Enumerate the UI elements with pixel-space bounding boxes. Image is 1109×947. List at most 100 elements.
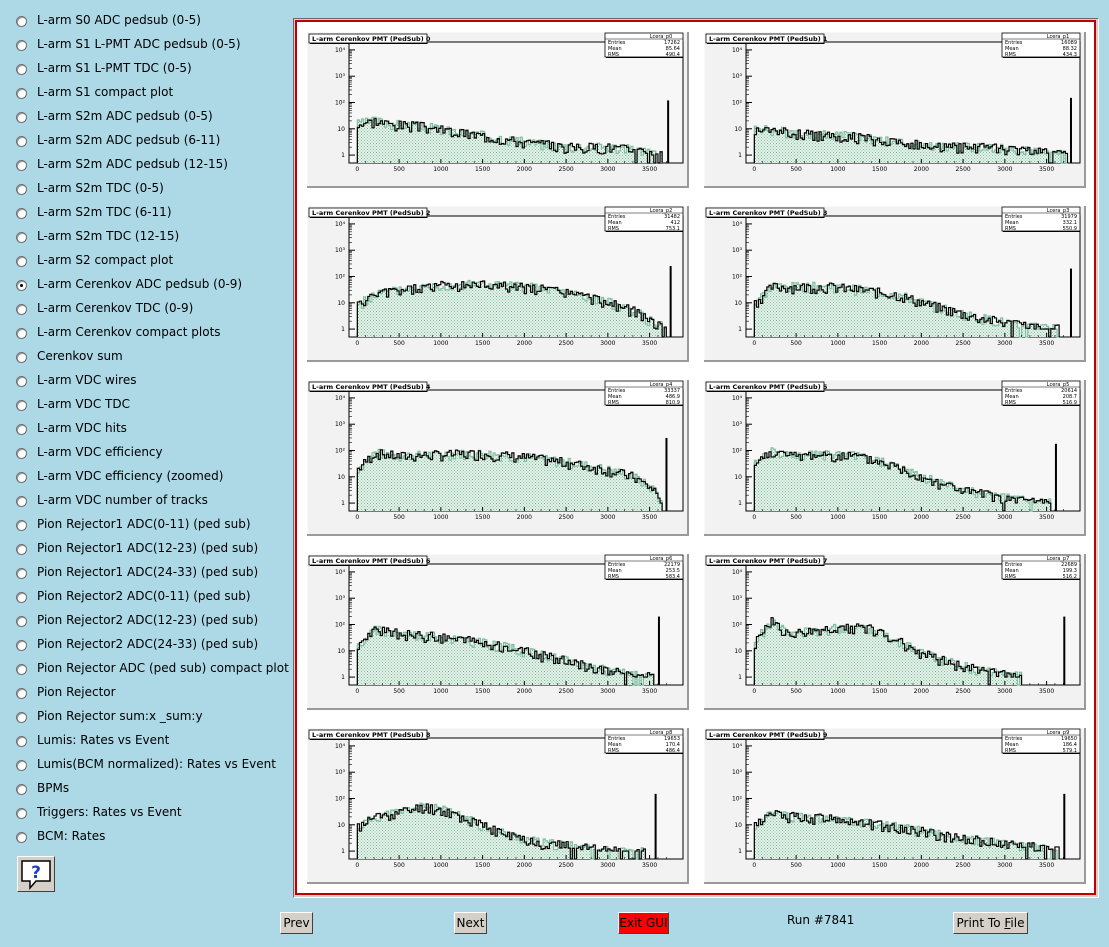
- radio-button[interactable]: [16, 688, 27, 699]
- radio-item[interactable]: Pion Rejector1 ADC(24-33) (ped sub): [0, 563, 292, 587]
- radio-item[interactable]: Pion Rejector1 ADC(0-11) (ped sub): [0, 515, 292, 539]
- radio-button[interactable]: [16, 376, 27, 387]
- histogram-line-reference: [356, 448, 663, 511]
- radio-item[interactable]: L-arm S2m ADC pedsub (6-11): [0, 131, 292, 155]
- radio-item[interactable]: L-arm S1 L-PMT ADC pedsub (0-5): [0, 35, 292, 59]
- radio-item[interactable]: Cerenkov sum: [0, 347, 292, 371]
- y-tick-label: 10⁴: [732, 47, 743, 54]
- x-tick-label: 3000: [997, 514, 1012, 521]
- exit-gui-button[interactable]: Exit GUI: [618, 912, 669, 934]
- histogram-pad: 0 500 1000 1500 2000 2500 3000 3500 1 10 10² 10³ 10⁴…: [306, 31, 689, 188]
- radio-button[interactable]: [16, 112, 27, 123]
- radio-item[interactable]: Pion Rejector2 ADC(12-23) (ped sub): [0, 611, 292, 635]
- radio-item[interactable]: L-arm S2m TDC (0-5): [0, 179, 292, 203]
- radio-item[interactable]: Pion Rejector2 ADC(24-33) (ped sub): [0, 635, 292, 659]
- radio-item[interactable]: BPMs: [0, 779, 292, 803]
- radio-button[interactable]: [16, 40, 27, 51]
- radio-button[interactable]: [16, 640, 27, 651]
- radio-item[interactable]: L-arm S2m TDC (12-15): [0, 227, 292, 251]
- radio-button[interactable]: [16, 712, 27, 723]
- radio-button[interactable]: [16, 424, 27, 435]
- pad-bevel-light: [306, 553, 688, 709]
- radio-item[interactable]: Lumis: Rates vs Event: [0, 731, 292, 755]
- radio-item[interactable]: L-arm VDC hits: [0, 419, 292, 443]
- radio-item[interactable]: L-arm Cerenkov ADC pedsub (0-9): [0, 275, 292, 299]
- radio-item[interactable]: L-arm S1 compact plot: [0, 83, 292, 107]
- radio-button[interactable]: [16, 328, 27, 339]
- radio-item[interactable]: Pion Rejector1 ADC(12-23) (ped sub): [0, 539, 292, 563]
- radio-item[interactable]: L-arm VDC efficiency: [0, 443, 292, 467]
- radio-item[interactable]: L-arm S2m TDC (6-11): [0, 203, 292, 227]
- radio-item[interactable]: Pion Rejector ADC (ped sub) compact plot: [0, 659, 292, 683]
- radio-item[interactable]: L-arm S2 compact plot: [0, 251, 292, 275]
- radio-item[interactable]: Triggers: Rates vs Event: [0, 803, 292, 827]
- radio-button[interactable]: [16, 472, 27, 483]
- radio-button[interactable]: [16, 88, 27, 99]
- radio-item[interactable]: L-arm S0 ADC pedsub (0-5): [0, 11, 292, 35]
- radio-button-selected[interactable]: [16, 280, 27, 291]
- overflow-spike: [1063, 616, 1066, 685]
- radio-button[interactable]: [16, 736, 27, 747]
- x-tick-label: 1500: [475, 340, 490, 347]
- y-tick-label: 10: [734, 126, 742, 133]
- stats-key: Mean: [608, 742, 622, 748]
- help-button[interactable]: ?: [17, 856, 55, 892]
- radio-button[interactable]: [16, 808, 27, 819]
- radio-button[interactable]: [16, 352, 27, 363]
- radio-item[interactable]: L-arm Cerenkov TDC (0-9): [0, 299, 292, 323]
- radio-button[interactable]: [16, 16, 27, 27]
- radio-item[interactable]: L-arm S1 L-PMT TDC (0-5): [0, 59, 292, 83]
- radio-item[interactable]: L-arm VDC wires: [0, 371, 292, 395]
- radio-item[interactable]: L-arm VDC efficiency (zoomed): [0, 467, 292, 491]
- radio-item[interactable]: BCM: Rates: [0, 827, 292, 851]
- radio-item[interactable]: Pion Rejector sum:x _sum:y: [0, 707, 292, 731]
- radio-button[interactable]: [16, 64, 27, 75]
- radio-button[interactable]: [16, 832, 27, 843]
- radio-button[interactable]: [16, 520, 27, 531]
- next-button[interactable]: Next: [454, 912, 487, 934]
- radio-button[interactable]: [16, 232, 27, 243]
- radio-button[interactable]: [16, 784, 27, 795]
- print-to-file-button[interactable]: Print To File: [953, 912, 1028, 934]
- y-tick-label: 10: [734, 474, 742, 481]
- radio-item[interactable]: Lumis(BCM normalized): Rates vs Event: [0, 755, 292, 779]
- radio-item[interactable]: Pion Rejector: [0, 683, 292, 707]
- radio-item[interactable]: L-arm Cerenkov compact plots: [0, 323, 292, 347]
- radio-button[interactable]: [16, 304, 27, 315]
- radio-button[interactable]: [16, 136, 27, 147]
- radio-button[interactable]: [16, 592, 27, 603]
- y-tick-label: 10: [337, 474, 345, 481]
- radio-button[interactable]: [16, 568, 27, 579]
- x-tick-label: 3500: [642, 688, 657, 695]
- radio-button[interactable]: [16, 400, 27, 411]
- radio-button[interactable]: [16, 664, 27, 675]
- stats-value: 579.1: [1063, 748, 1077, 754]
- radio-button[interactable]: [16, 544, 27, 555]
- histogram-canvas[interactable]: 0 500 1000 1500 2000 2500 3000 3500 1 10 10² 10³ 10⁴…: [295, 20, 1096, 895]
- radio-button[interactable]: [16, 184, 27, 195]
- radio-label: L-arm S2 compact plot: [37, 253, 174, 267]
- print-label-pre: Print To: [956, 916, 1005, 930]
- radio-button[interactable]: [16, 160, 27, 171]
- radio-item[interactable]: L-arm VDC number of tracks: [0, 491, 292, 515]
- histogram-pad: 0 500 1000 1500 2000 2500 3000 3500 1 10 10² 10³ 10⁴…: [306, 205, 689, 362]
- radio-button[interactable]: [16, 448, 27, 459]
- stats-key: Entries: [608, 214, 626, 220]
- radio-button[interactable]: [16, 256, 27, 267]
- radio-button[interactable]: [16, 496, 27, 507]
- radio-item[interactable]: L-arm S2m ADC pedsub (12-15): [0, 155, 292, 179]
- radio-button[interactable]: [16, 208, 27, 219]
- y-tick-label: 10³: [732, 73, 743, 80]
- radio-item[interactable]: L-arm S2m ADC pedsub (0-5): [0, 107, 292, 131]
- x-tick-label: 2000: [517, 166, 532, 173]
- radio-button[interactable]: [16, 616, 27, 627]
- stats-value: 434.3: [1063, 52, 1077, 58]
- radio-label: Pion Rejector2 ADC(0-11) (ped sub): [37, 589, 251, 603]
- radio-item[interactable]: L-arm VDC TDC: [0, 395, 292, 419]
- radio-button[interactable]: [16, 760, 27, 771]
- x-tick-label: 0: [355, 340, 359, 347]
- y-tick-label: 10⁴: [335, 743, 346, 750]
- stats-key: Entries: [1005, 736, 1023, 742]
- radio-item[interactable]: Pion Rejector2 ADC(0-11) (ped sub): [0, 587, 292, 611]
- prev-button[interactable]: Prev: [280, 912, 313, 934]
